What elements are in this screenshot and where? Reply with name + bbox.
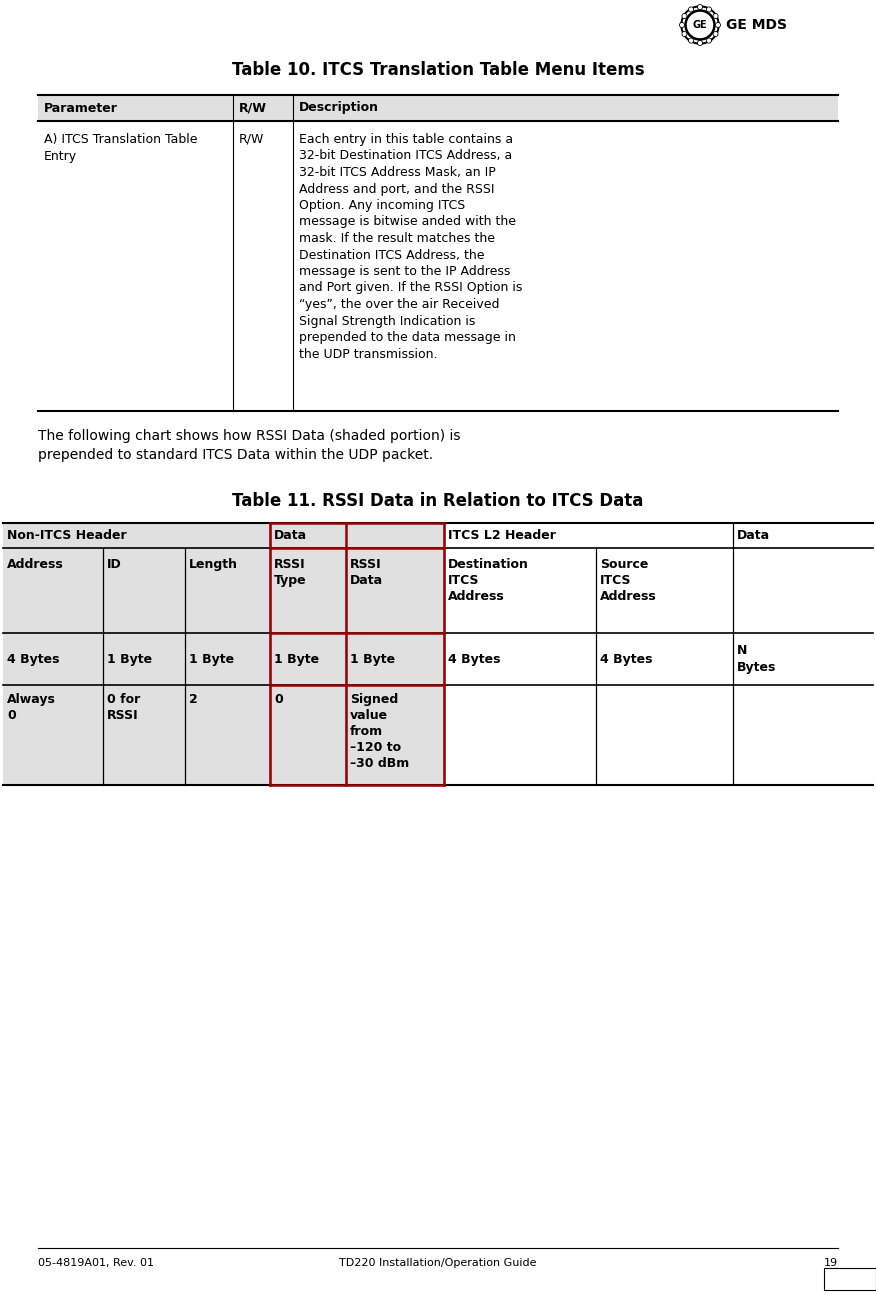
Bar bbox=[596, 548, 733, 633]
Circle shape bbox=[707, 39, 711, 43]
Bar bbox=[733, 548, 873, 633]
Text: Always
0: Always 0 bbox=[7, 693, 56, 723]
Circle shape bbox=[680, 23, 684, 27]
Circle shape bbox=[698, 41, 702, 44]
Bar bbox=[733, 523, 873, 548]
Circle shape bbox=[716, 23, 720, 27]
Circle shape bbox=[707, 8, 711, 12]
Bar bbox=[346, 548, 444, 633]
Text: 4 Bytes: 4 Bytes bbox=[7, 653, 60, 666]
Circle shape bbox=[714, 14, 717, 17]
Text: 1 Byte: 1 Byte bbox=[350, 653, 395, 666]
Text: The following chart shows how RSSI Data (shaded portion) is
prepended to standar: The following chart shows how RSSI Data … bbox=[38, 429, 461, 462]
Circle shape bbox=[708, 8, 710, 10]
Bar bbox=[3, 685, 103, 785]
Circle shape bbox=[683, 8, 717, 41]
Bar bbox=[346, 633, 444, 685]
Circle shape bbox=[689, 39, 693, 43]
Text: Table 11. RSSI Data in Relation to ITCS Data: Table 11. RSSI Data in Relation to ITCS … bbox=[232, 492, 644, 510]
Text: Destination
ITCS
Address: Destination ITCS Address bbox=[448, 558, 529, 603]
Bar bbox=[270, 548, 346, 633]
Circle shape bbox=[713, 32, 717, 36]
Text: R/W: R/W bbox=[239, 133, 265, 146]
Bar bbox=[346, 685, 444, 785]
Text: RSSI
Data: RSSI Data bbox=[350, 558, 383, 587]
Text: 1 Byte: 1 Byte bbox=[107, 653, 152, 666]
Text: TD220 Installation/Operation Guide: TD220 Installation/Operation Guide bbox=[339, 1257, 537, 1268]
Text: Data: Data bbox=[737, 528, 770, 543]
Text: 0: 0 bbox=[274, 693, 283, 706]
Text: 2: 2 bbox=[189, 693, 198, 706]
Circle shape bbox=[681, 23, 683, 26]
Bar bbox=[270, 633, 346, 685]
Bar bbox=[3, 548, 103, 633]
Text: 19: 19 bbox=[823, 1257, 838, 1268]
Circle shape bbox=[683, 32, 686, 35]
Circle shape bbox=[682, 14, 687, 18]
Bar bbox=[270, 685, 346, 785]
Text: Signed
value
from
–120 to
–30 dBm: Signed value from –120 to –30 dBm bbox=[350, 693, 409, 771]
Circle shape bbox=[698, 5, 703, 9]
Bar bbox=[185, 685, 270, 785]
Text: RSSI
Type: RSSI Type bbox=[274, 558, 307, 587]
Circle shape bbox=[685, 10, 715, 40]
Bar bbox=[824, 1268, 876, 1290]
Bar bbox=[38, 120, 838, 411]
Bar bbox=[103, 548, 185, 633]
Text: 1 Byte: 1 Byte bbox=[189, 653, 234, 666]
Text: GE MDS: GE MDS bbox=[726, 18, 787, 32]
Bar bbox=[596, 633, 733, 685]
Bar bbox=[596, 685, 733, 785]
Circle shape bbox=[708, 39, 710, 41]
Bar bbox=[103, 685, 185, 785]
Bar bbox=[270, 523, 444, 548]
Bar bbox=[444, 548, 596, 633]
Text: 0 for
RSSI: 0 for RSSI bbox=[107, 693, 140, 723]
Bar bbox=[733, 685, 873, 785]
Text: N
Bytes: N Bytes bbox=[737, 645, 776, 673]
Bar bbox=[185, 633, 270, 685]
Circle shape bbox=[681, 6, 719, 44]
Bar bbox=[3, 523, 270, 548]
Text: Data: Data bbox=[274, 528, 307, 543]
Circle shape bbox=[689, 8, 692, 10]
Text: Length: Length bbox=[189, 558, 238, 571]
Circle shape bbox=[714, 32, 717, 35]
Bar bbox=[444, 523, 733, 548]
Text: ITCS L2 Header: ITCS L2 Header bbox=[448, 528, 556, 543]
Text: 4 Bytes: 4 Bytes bbox=[600, 653, 653, 666]
Circle shape bbox=[688, 13, 712, 38]
Bar bbox=[733, 633, 873, 685]
Text: Table 10. ITCS Translation Table Menu Items: Table 10. ITCS Translation Table Menu It… bbox=[231, 61, 645, 79]
Text: 1 Byte: 1 Byte bbox=[274, 653, 319, 666]
Bar bbox=[38, 95, 838, 120]
Bar bbox=[444, 685, 596, 785]
Bar bbox=[185, 548, 270, 633]
Bar bbox=[103, 633, 185, 685]
Text: 4 Bytes: 4 Bytes bbox=[448, 653, 500, 666]
Circle shape bbox=[689, 8, 693, 12]
Circle shape bbox=[698, 41, 703, 45]
Circle shape bbox=[689, 39, 692, 41]
Circle shape bbox=[682, 32, 687, 36]
Circle shape bbox=[717, 23, 719, 26]
Text: Source
ITCS
Address: Source ITCS Address bbox=[600, 558, 657, 603]
Text: A) ITCS Translation Table
Entry: A) ITCS Translation Table Entry bbox=[44, 133, 197, 163]
Text: R/W: R/W bbox=[239, 101, 267, 114]
Text: GE: GE bbox=[693, 19, 707, 30]
Bar bbox=[3, 633, 103, 685]
Text: Address: Address bbox=[7, 558, 64, 571]
Text: Description: Description bbox=[299, 101, 379, 114]
Text: Each entry in this table contains a
32-bit Destination ITCS Address, a
32-bit IT: Each entry in this table contains a 32-b… bbox=[299, 133, 522, 360]
Circle shape bbox=[683, 14, 686, 17]
Circle shape bbox=[713, 14, 717, 18]
Circle shape bbox=[698, 5, 702, 8]
Text: Non-ITCS Header: Non-ITCS Header bbox=[7, 528, 127, 543]
Text: ID: ID bbox=[107, 558, 122, 571]
Text: 05-4819A01, Rev. 01: 05-4819A01, Rev. 01 bbox=[38, 1257, 154, 1268]
Text: Parameter: Parameter bbox=[44, 101, 118, 114]
Bar bbox=[444, 633, 596, 685]
